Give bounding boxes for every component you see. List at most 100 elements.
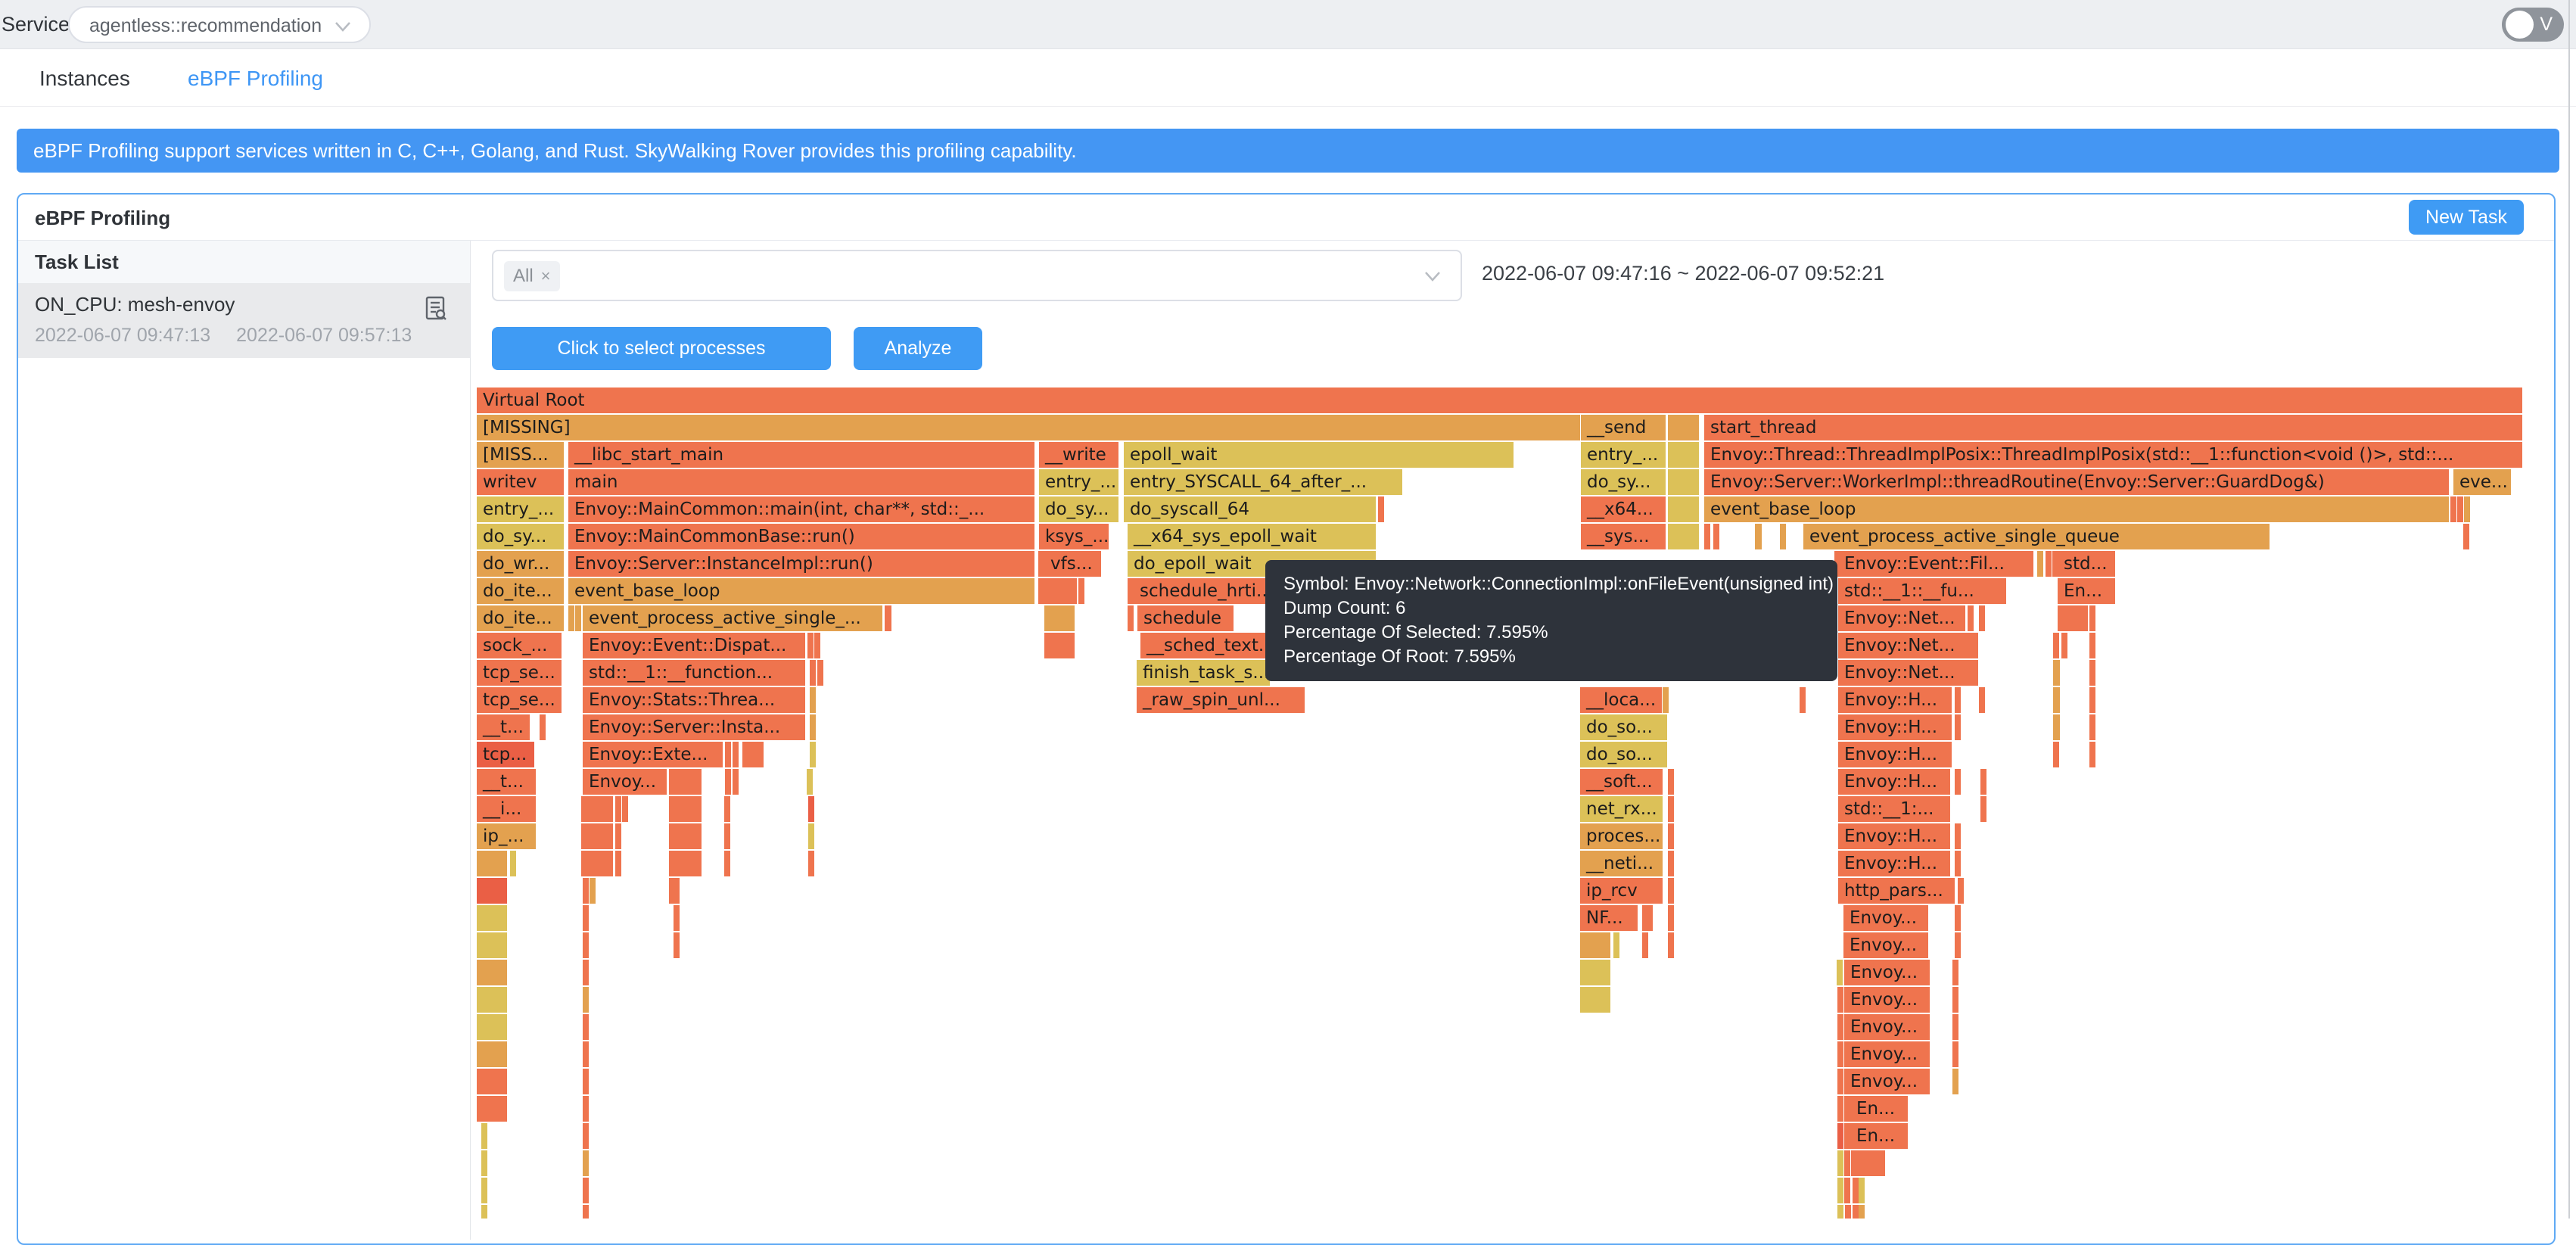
- flame-cell[interactable]: [481, 1205, 487, 1219]
- process-tag-all[interactable]: All ×: [504, 261, 560, 291]
- flame-cell[interactable]: [1844, 1178, 1850, 1203]
- flame-cell[interactable]: do_wr...: [477, 551, 564, 577]
- flame-cell[interactable]: [581, 823, 613, 849]
- select-processes-button[interactable]: Click to select processes: [492, 327, 831, 370]
- flame-cell[interactable]: [575, 605, 581, 631]
- flame-cell[interactable]: ip_...: [477, 823, 536, 849]
- flame-cell[interactable]: event_process_active_single_queue: [1803, 524, 2270, 549]
- flame-cell[interactable]: Envoy::H...: [1838, 714, 1952, 740]
- flame-cell[interactable]: [2089, 633, 2095, 658]
- new-task-button[interactable]: New Task: [2409, 200, 2524, 235]
- flame-cell[interactable]: [808, 823, 814, 849]
- flame-cell[interactable]: [810, 660, 816, 686]
- flame-cell[interactable]: Envoy::Net...: [1838, 605, 1965, 631]
- flame-cell[interactable]: [1642, 932, 1648, 958]
- flame-cell[interactable]: [724, 796, 730, 822]
- flame-cell[interactable]: Envoy...: [1844, 1041, 1930, 1067]
- flame-cell[interactable]: [1668, 932, 1674, 958]
- flame-cell[interactable]: [1955, 769, 1961, 795]
- flame-cell[interactable]: Envoy...: [1843, 932, 1928, 958]
- flame-cell[interactable]: [2053, 714, 2060, 740]
- flame-cell[interactable]: __write: [1039, 442, 1118, 468]
- flame-cell[interactable]: [1128, 605, 1134, 631]
- flame-cell[interactable]: [733, 742, 739, 767]
- analyze-button[interactable]: Analyze: [854, 327, 982, 370]
- process-select[interactable]: All ×: [492, 250, 1462, 301]
- flame-cell[interactable]: [810, 687, 816, 713]
- flame-cell[interactable]: Envoy...: [1844, 987, 1930, 1013]
- flame-cell[interactable]: Envoy::Net...: [1838, 660, 1978, 686]
- flame-cell[interactable]: [583, 1041, 589, 1067]
- flame-cell[interactable]: En...: [1850, 1123, 1908, 1149]
- flame-cell[interactable]: Virtual Root: [477, 388, 2522, 413]
- flame-cell[interactable]: Envoy::MainCommon::main(int, char**, std…: [568, 496, 1034, 522]
- flame-cell[interactable]: __loca...: [1580, 687, 1662, 713]
- flame-cell[interactable]: [481, 1123, 487, 1149]
- flame-cell[interactable]: [1968, 605, 1974, 631]
- flame-cell[interactable]: ip_rcv: [1580, 878, 1663, 904]
- flame-cell[interactable]: [807, 633, 814, 658]
- flame-cell[interactable]: event_process_active_single_...: [583, 605, 882, 631]
- flame-cell[interactable]: [583, 1205, 589, 1219]
- flame-cell[interactable]: [810, 714, 816, 740]
- flame-cell[interactable]: ksys_...: [1039, 524, 1109, 549]
- tab-instances[interactable]: Instances: [39, 67, 130, 90]
- flame-cell[interactable]: [2046, 551, 2052, 577]
- flame-cell[interactable]: [1668, 851, 1674, 876]
- flame-cell[interactable]: [1713, 524, 1719, 549]
- flame-cell[interactable]: [477, 905, 507, 931]
- flame-cell[interactable]: [807, 769, 813, 795]
- flame-cell[interactable]: [1780, 524, 1786, 549]
- flame-cell[interactable]: [1642, 905, 1653, 931]
- flame-cell[interactable]: entry_...: [1039, 469, 1118, 495]
- flame-cell[interactable]: eve...: [2453, 469, 2511, 495]
- flame-cell[interactable]: [2058, 605, 2088, 631]
- flame-cell[interactable]: [477, 1096, 507, 1122]
- flame-cell[interactable]: [481, 1178, 487, 1203]
- tag-close-icon[interactable]: ×: [540, 266, 551, 285]
- flame-cell[interactable]: Envoy::Stats::Threa...: [583, 687, 805, 713]
- flame-cell[interactable]: [1668, 905, 1674, 931]
- flame-cell[interactable]: [583, 987, 589, 1013]
- flame-cell[interactable]: std::__1:...: [1838, 796, 1950, 822]
- flame-cell[interactable]: main: [568, 469, 1034, 495]
- flame-cell[interactable]: [1837, 1041, 1843, 1067]
- flame-cell[interactable]: [1580, 987, 1610, 1013]
- flame-cell[interactable]: [1613, 932, 1619, 958]
- flame-cell[interactable]: [477, 878, 507, 904]
- flame-cell[interactable]: [583, 905, 589, 931]
- flame-cell[interactable]: [2089, 742, 2095, 767]
- flame-cell[interactable]: [808, 796, 814, 822]
- flame-cell[interactable]: [477, 1014, 507, 1040]
- flame-cell[interactable]: event_base_loop: [1704, 496, 2449, 522]
- flame-cell[interactable]: [2463, 524, 2469, 549]
- flame-cell[interactable]: Envoy::Net...: [1838, 633, 1978, 658]
- flame-cell[interactable]: entry_...: [1581, 442, 1666, 468]
- service-select[interactable]: agentless::recommendation: [68, 6, 371, 43]
- flame-cell[interactable]: [724, 823, 730, 849]
- flame-cell[interactable]: [725, 742, 731, 767]
- flame-cell[interactable]: Envoy...: [1844, 1069, 1930, 1094]
- flame-cell[interactable]: [568, 605, 574, 631]
- flame-cell[interactable]: [1958, 878, 1964, 904]
- flame-cell[interactable]: [2061, 633, 2067, 658]
- flame-cell[interactable]: [1855, 1150, 1885, 1176]
- flame-cell[interactable]: [1038, 551, 1044, 577]
- flame-cell[interactable]: [1837, 1069, 1843, 1094]
- flame-cell[interactable]: sock_...: [477, 633, 562, 658]
- flame-cell[interactable]: [669, 878, 680, 904]
- flame-cell[interactable]: [1580, 960, 1610, 985]
- flame-cell[interactable]: [1668, 496, 1699, 522]
- flame-cell[interactable]: __t...: [477, 769, 536, 795]
- flame-cell[interactable]: [1044, 605, 1075, 631]
- flame-cell[interactable]: Envoy::Server::InstanceImpl::run(): [568, 551, 1034, 577]
- flame-cell[interactable]: [1580, 932, 1610, 958]
- flame-cell[interactable]: [2053, 687, 2060, 713]
- flame-cell[interactable]: do_so...: [1580, 714, 1667, 740]
- flame-cell[interactable]: Envoy...: [583, 769, 667, 795]
- flame-cell[interactable]: [1044, 633, 1075, 658]
- flame-cell[interactable]: entry_...: [477, 496, 564, 522]
- flame-cell[interactable]: [477, 960, 507, 985]
- flame-cell[interactable]: std...: [2058, 551, 2115, 577]
- flame-cell[interactable]: [1844, 1123, 1850, 1149]
